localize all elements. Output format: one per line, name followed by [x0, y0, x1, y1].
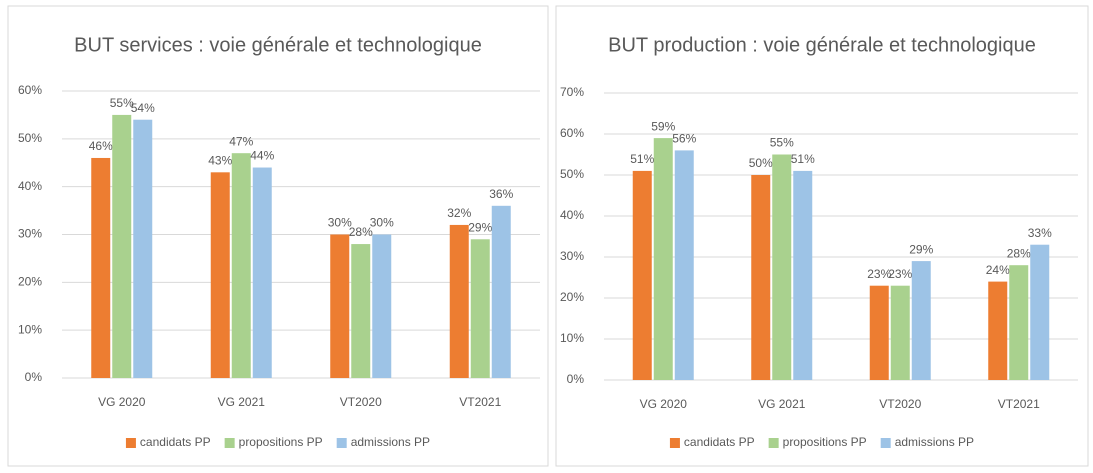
bar — [91, 157, 111, 378]
chart-title: BUT services : voie générale et technolo… — [74, 34, 482, 56]
bar — [632, 170, 652, 380]
x-tick-label: VG 2020 — [640, 397, 688, 411]
legend-label: candidats PP — [140, 435, 211, 449]
data-label: 50% — [749, 156, 773, 170]
data-label: 33% — [1028, 226, 1052, 240]
x-tick-label: VT2020 — [340, 395, 382, 409]
data-label: 55% — [110, 96, 134, 110]
bar — [372, 234, 392, 378]
data-label: 28% — [349, 225, 373, 239]
bar — [869, 285, 889, 380]
y-tick-label: 50% — [18, 131, 42, 145]
bar — [231, 153, 251, 378]
legend-swatch — [224, 438, 235, 448]
y-tick-label: 20% — [18, 275, 42, 289]
bar — [1030, 244, 1050, 380]
bar — [911, 261, 931, 380]
x-tick-label: VT2021 — [459, 395, 501, 409]
x-tick-label: VT2020 — [879, 397, 921, 411]
y-tick-label: 70% — [560, 85, 584, 99]
data-label: 54% — [131, 101, 155, 115]
x-tick-label: VT2021 — [998, 397, 1040, 411]
data-label: 51% — [791, 152, 815, 166]
y-tick-label: 30% — [560, 249, 584, 263]
data-label: 46% — [89, 139, 113, 153]
bar — [252, 167, 272, 378]
bar — [793, 170, 813, 380]
data-label: 24% — [986, 263, 1010, 277]
bar — [330, 234, 350, 378]
legend-label: admissions PP — [895, 435, 974, 449]
bar — [210, 172, 230, 378]
bar — [351, 244, 371, 378]
data-label: 44% — [250, 149, 274, 163]
data-label: 29% — [909, 242, 933, 256]
data-label: 32% — [447, 206, 471, 220]
bar — [112, 114, 132, 379]
chart-title: BUT production : voie générale et techno… — [608, 34, 1036, 56]
data-label: 23% — [867, 267, 891, 281]
bar — [751, 175, 771, 380]
y-tick-label: 0% — [25, 370, 43, 384]
y-tick-label: 30% — [18, 227, 42, 241]
bar — [653, 138, 673, 380]
legend-label: propositions PP — [783, 435, 867, 449]
data-label: 51% — [630, 152, 654, 166]
data-label: 29% — [468, 220, 492, 234]
bar — [890, 285, 910, 380]
legend-swatch — [880, 438, 891, 448]
y-tick-label: 60% — [560, 126, 584, 140]
legend-swatch — [768, 438, 779, 448]
bar — [470, 239, 490, 378]
y-tick-label: 40% — [18, 179, 42, 193]
bar — [491, 205, 511, 378]
y-tick-label: 10% — [18, 322, 42, 336]
data-label: 59% — [651, 119, 675, 133]
y-tick-label: 40% — [560, 208, 584, 222]
x-tick-label: VG 2020 — [98, 395, 146, 409]
y-tick-label: 50% — [560, 167, 584, 181]
legend-label: propositions PP — [239, 435, 323, 449]
y-tick-label: 0% — [567, 372, 585, 386]
x-tick-label: VG 2021 — [758, 397, 806, 411]
x-tick-label: VG 2021 — [218, 395, 266, 409]
legend-label: candidats PP — [684, 435, 755, 449]
bar — [988, 281, 1008, 380]
y-tick-label: 10% — [560, 331, 584, 345]
data-label: 55% — [770, 136, 794, 150]
y-tick-label: 20% — [560, 290, 584, 304]
data-label: 56% — [672, 132, 696, 146]
legend-swatch — [336, 438, 347, 448]
bar — [772, 154, 792, 380]
bar — [674, 150, 694, 380]
data-label: 36% — [489, 187, 513, 201]
data-label: 28% — [1007, 246, 1031, 260]
data-label: 30% — [328, 216, 352, 230]
y-tick-label: 60% — [18, 83, 42, 97]
data-label: 43% — [208, 153, 232, 167]
legend-swatch — [669, 438, 680, 448]
data-label: 47% — [229, 134, 253, 148]
bar — [1009, 265, 1029, 380]
bar — [449, 224, 469, 378]
legend-swatch — [125, 438, 136, 448]
bar — [133, 119, 153, 378]
data-label: 30% — [370, 216, 394, 230]
legend-label: admissions PP — [351, 435, 430, 449]
data-label: 23% — [888, 267, 912, 281]
